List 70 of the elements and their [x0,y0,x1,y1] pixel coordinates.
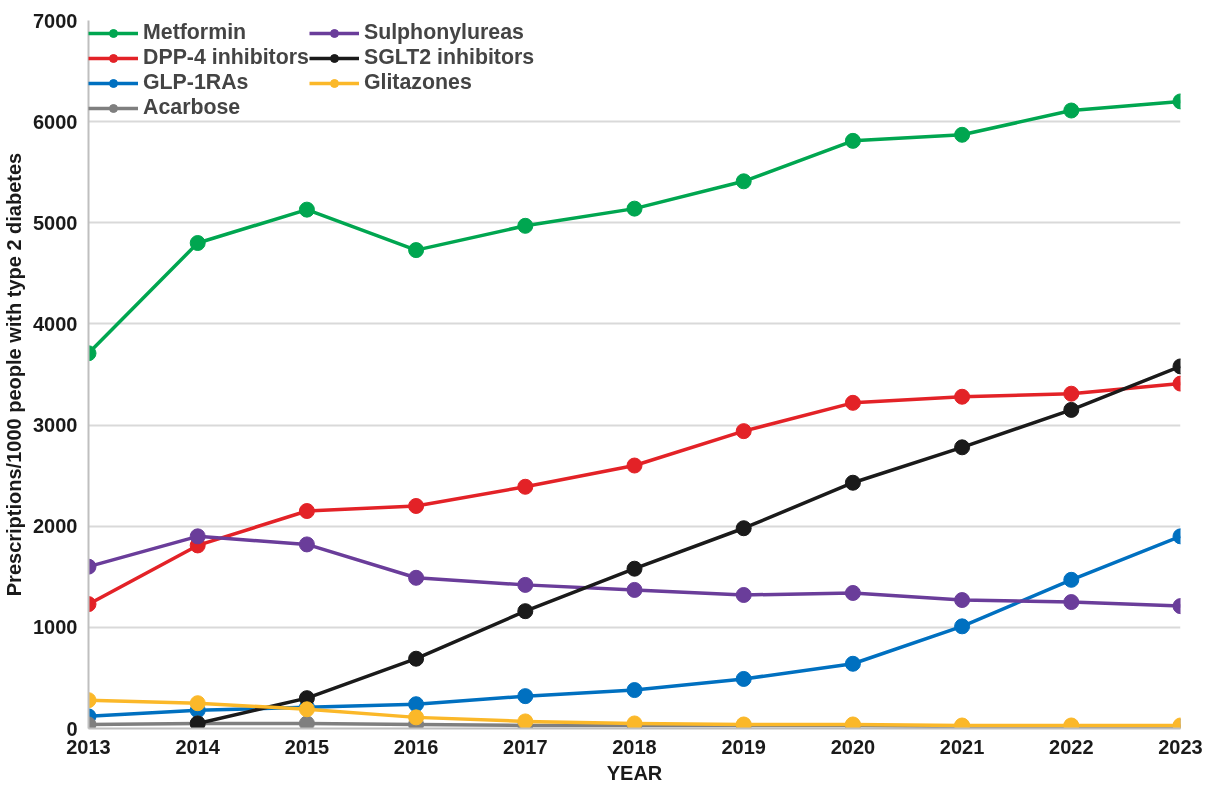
point [626,682,643,699]
point [1063,401,1080,418]
x-tick-label: 2017 [503,735,548,758]
point [517,576,534,593]
legend-label: SGLT2 inhibitors [363,45,535,70]
x-tick-label: 2020 [830,735,876,758]
point [735,173,752,190]
point [298,715,315,729]
point [954,439,971,456]
point [626,581,643,598]
point [735,520,752,537]
point [954,592,971,609]
point [298,201,315,218]
point [189,695,206,712]
legend-label: DPP-4 inhibitors [143,45,309,70]
y-tick-label: 4000 [33,312,78,335]
y-tick-label: 3000 [33,414,78,437]
point [844,474,861,491]
y-axis-title: Prescriptions/1000 people with type 2 diabetes [3,152,26,597]
legend-label: GLP-1RAs [143,70,249,95]
point [517,478,534,495]
point [408,242,425,259]
point [954,388,971,405]
x-axis-title: YEAR [606,761,663,784]
point [298,536,315,553]
point [735,587,752,603]
point [954,618,971,635]
point [1063,571,1080,588]
point [408,569,425,586]
y-tick-label: 1000 [33,616,78,639]
point [408,650,425,667]
point [408,709,425,726]
point [1063,594,1080,611]
x-tick-label: 2022 [1049,735,1094,758]
legend-label: Metformin [143,20,247,45]
x-tick-label: 2023 [1158,735,1203,758]
legend-label: Glitazones [363,70,472,95]
point [298,503,315,520]
x-tick-label: 2015 [284,735,330,758]
y-tick-label: 6000 [33,110,78,133]
point [954,126,971,143]
y-tick-label: 7000 [33,9,78,32]
x-tick-label: 2019 [721,735,766,758]
legend-label: Sulphonylureas [363,20,524,45]
point [1063,385,1080,402]
x-tick-label: 2018 [612,735,657,758]
point [517,217,534,234]
point [189,235,206,251]
point [626,457,643,474]
point [844,584,861,601]
point [844,655,861,672]
legend-label: Acarbose [143,95,241,120]
point [626,560,643,577]
point [626,200,643,217]
point [408,696,425,713]
x-tick-label: 2016 [393,735,439,758]
point [189,528,206,545]
point [1063,102,1080,119]
point [844,394,861,411]
y-tick-label: 2000 [33,515,78,538]
point [517,688,534,705]
x-tick-label: 2021 [939,735,985,758]
point [844,132,861,149]
point [517,713,534,729]
point [408,498,425,514]
point [517,603,534,620]
y-tick-label: 5000 [33,211,78,234]
point [735,670,752,687]
x-tick-label: 2014 [175,735,221,758]
point [735,423,752,440]
